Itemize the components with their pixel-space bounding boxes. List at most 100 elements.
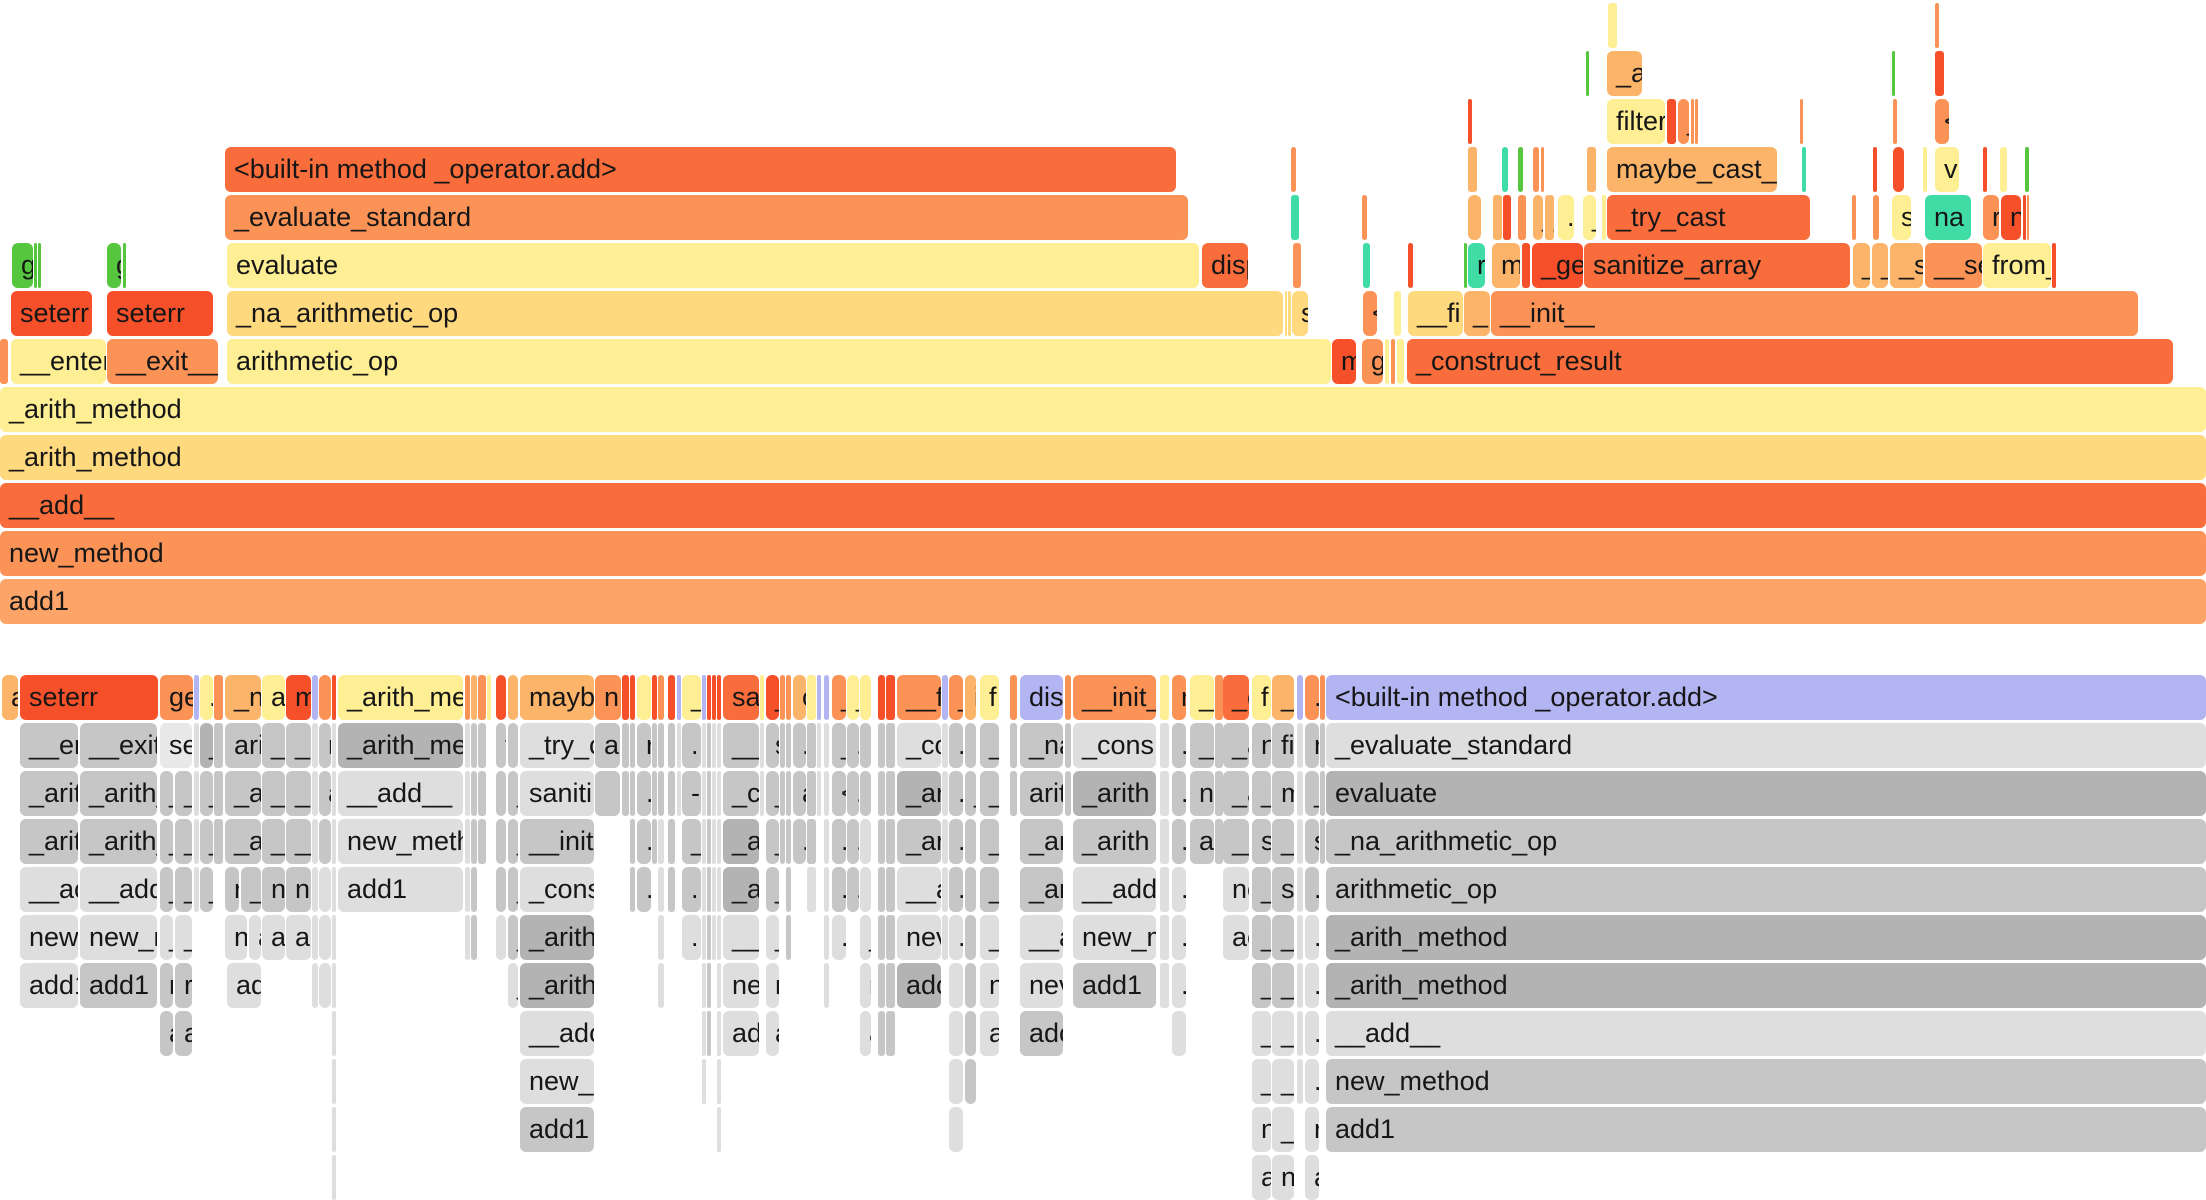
flame-frame-sliver[interactable] [319, 819, 331, 864]
flame-frame[interactable]: _ [200, 867, 213, 912]
flame-frame-sliver[interactable] [312, 771, 318, 816]
flame-frame[interactable]: _a [225, 819, 261, 864]
flame-frame[interactable]: add1 [520, 1107, 594, 1152]
flame-frame-sliver[interactable] [630, 867, 635, 912]
flame-frame[interactable]: r [1172, 675, 1186, 720]
flame-frame[interactable]: _ [508, 915, 518, 960]
flame-frame-sliver[interactable] [34, 243, 37, 288]
flame-frame-sliver[interactable] [886, 771, 895, 816]
flame-frame-sliver[interactable] [717, 1011, 721, 1056]
flame-frame[interactable]: . [1397, 339, 1404, 384]
flame-frame[interactable]: _ [262, 819, 285, 864]
flame-frame[interactable]: ge [160, 675, 193, 720]
flame-frame-sliver[interactable] [702, 723, 706, 768]
flame-frame[interactable]: _arit [20, 771, 78, 816]
flame-frame-sliver[interactable] [1468, 147, 1477, 192]
flame-frame[interactable]: _ [160, 771, 173, 816]
flame-frame-sliver[interactable] [332, 915, 336, 960]
flame-frame[interactable]: _ [1252, 771, 1271, 816]
flame-frame[interactable]: _c [723, 771, 759, 816]
flame-frame-sliver[interactable] [942, 867, 948, 912]
flame-frame[interactable]: maybe [520, 675, 594, 720]
flame-frame[interactable]: _arit [20, 819, 78, 864]
flame-frame[interactable]: . [1172, 819, 1186, 864]
flame-frame[interactable]: a [1305, 1155, 1319, 1200]
flame-frame[interactable]: a [766, 1011, 779, 1056]
flame-frame[interactable]: __add__ [0, 483, 2206, 528]
flame-frame[interactable]: __add [1073, 867, 1156, 912]
flame-frame-sliver[interactable] [1935, 3, 1939, 48]
flame-frame[interactable]: . [793, 819, 806, 864]
flame-frame[interactable]: _ [1678, 99, 1689, 144]
flame-frame[interactable]: _a [723, 867, 759, 912]
flame-frame-sliver[interactable] [1923, 147, 1927, 192]
flame-frame[interactable]: maybe_cast_t [1607, 147, 1777, 192]
flame-frame-sliver[interactable] [1160, 867, 1169, 912]
flame-frame[interactable]: __ [1223, 819, 1249, 864]
flame-frame-sliver[interactable] [786, 819, 791, 864]
flame-frame-sliver[interactable] [1852, 195, 1856, 240]
flame-frame-sliver[interactable] [886, 963, 895, 1008]
flame-frame[interactable]: __init_ [1073, 675, 1156, 720]
flame-frame-sliver[interactable] [1518, 147, 1523, 192]
flame-frame[interactable]: _ [1272, 915, 1294, 960]
flame-frame[interactable]: _ [980, 867, 999, 912]
flame-frame-sliver[interactable] [1468, 99, 1472, 144]
flame-frame[interactable]: _ [200, 771, 213, 816]
flame-frame[interactable]: a [1190, 819, 1214, 864]
flame-frame[interactable]: . [860, 867, 871, 912]
flame-frame[interactable]: _arith [1073, 771, 1156, 816]
flame-frame[interactable]: _s [1890, 243, 1923, 288]
flame-frame-sliver[interactable] [319, 867, 331, 912]
flame-frame[interactable]: . [682, 867, 701, 912]
flame-frame[interactable]: r [637, 723, 651, 768]
flame-frame[interactable]: _arith [1073, 819, 1156, 864]
flame-frame-sliver[interactable] [1297, 1059, 1303, 1104]
flame-frame-sliver[interactable] [312, 963, 318, 1008]
flame-frame[interactable]: r [225, 867, 239, 912]
flame-frame-sliver[interactable] [1160, 963, 1169, 1008]
flame-frame[interactable]: _ar [1020, 819, 1063, 864]
flame-frame-sliver[interactable] [702, 963, 706, 1008]
flame-frame-sliver[interactable] [1065, 675, 1071, 720]
flame-frame-sliver[interactable] [652, 675, 657, 720]
flame-frame[interactable]: _ [766, 915, 779, 960]
flame-frame-sliver[interactable] [760, 771, 764, 816]
flame-frame[interactable]: ad [723, 1011, 759, 1056]
flame-frame-sliver[interactable] [312, 819, 318, 864]
flame-frame[interactable]: __ac [20, 867, 78, 912]
flame-frame-sliver[interactable] [214, 723, 223, 768]
flame-frame[interactable]: __init__ [1491, 291, 2138, 336]
flame-frame-sliver[interactable] [965, 963, 976, 1008]
flame-frame[interactable]: . [1172, 867, 1186, 912]
flame-frame[interactable]: . [637, 819, 651, 864]
flame-frame[interactable]: . [496, 819, 506, 864]
flame-frame-sliver[interactable] [878, 963, 885, 1008]
flame-frame[interactable]: . [496, 867, 506, 912]
flame-frame-sliver[interactable] [465, 675, 470, 720]
flame-frame[interactable]: . [832, 867, 846, 912]
flame-frame[interactable]: disp [1202, 243, 1248, 288]
flame-frame-sliver[interactable] [630, 819, 635, 864]
flame-frame[interactable]: c [793, 675, 806, 720]
flame-frame-sliver[interactable] [717, 819, 721, 864]
flame-frame[interactable]: se [160, 723, 192, 768]
flame-frame[interactable]: . [847, 819, 859, 864]
flame-frame-sliver[interactable] [712, 819, 716, 864]
flame-frame-sliver[interactable] [717, 771, 721, 816]
flame-frame-sliver[interactable] [658, 771, 664, 816]
flame-frame[interactable]: _ [949, 675, 963, 720]
flame-frame[interactable]: . [1172, 723, 1186, 768]
flame-frame-sliver[interactable] [658, 723, 664, 768]
flame-frame-sliver[interactable] [312, 915, 318, 960]
flame-frame-sliver[interactable] [878, 867, 885, 912]
flame-frame[interactable]: _ [682, 675, 701, 720]
flame-frame-sliver[interactable] [824, 915, 829, 960]
flame-frame-sliver[interactable] [465, 771, 470, 816]
flame-frame-sliver[interactable] [965, 1059, 976, 1104]
flame-frame[interactable]: a [980, 1011, 999, 1056]
flame-frame-sliver[interactable] [1503, 195, 1511, 240]
flame-frame[interactable]: _arith_method [0, 435, 2206, 480]
flame-frame[interactable]: _ [1272, 1107, 1294, 1152]
flame-frame-sliver[interactable] [702, 1011, 706, 1056]
